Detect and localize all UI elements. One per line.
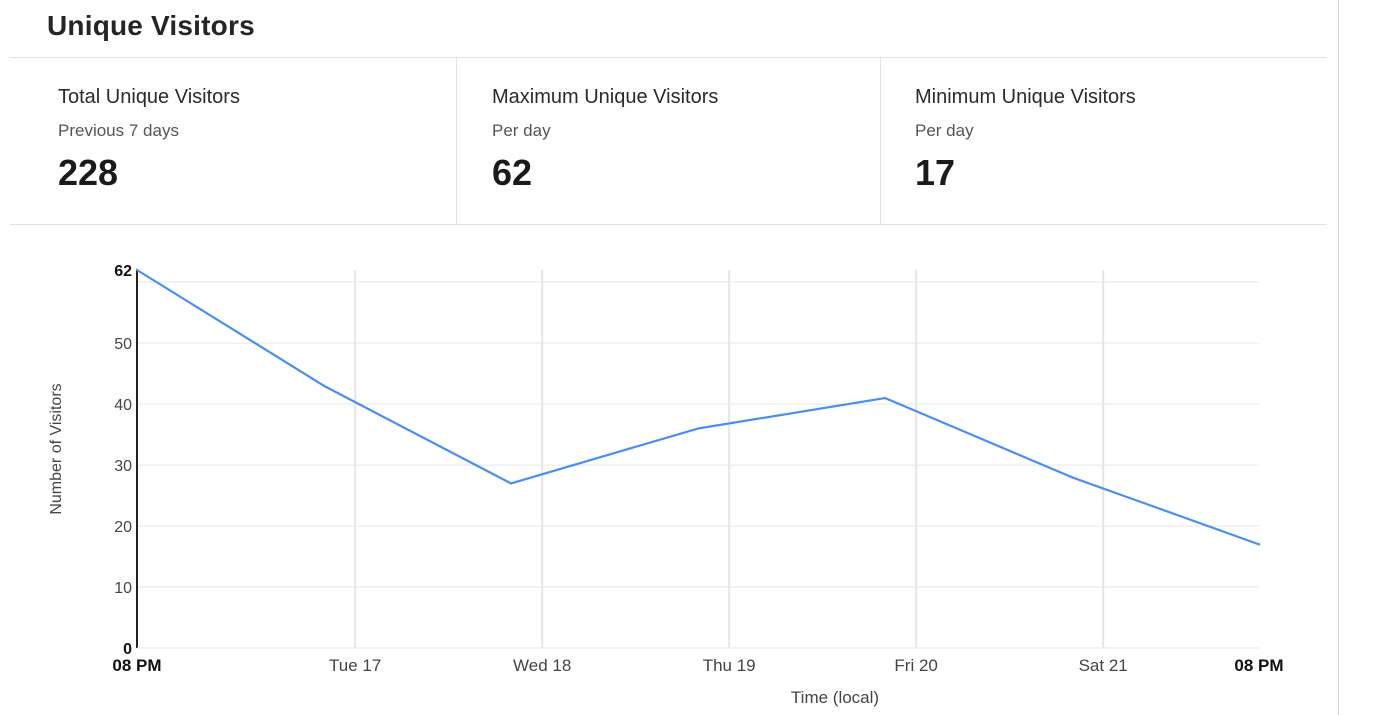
data-point xyxy=(1257,543,1261,546)
y-tick-label: 0 xyxy=(123,641,132,658)
stat-maximum-value: 62 xyxy=(492,152,533,193)
page-title: Unique Visitors xyxy=(47,10,255,41)
stats-row: Total Unique Visitors Previous 7 days 22… xyxy=(10,58,1327,224)
y-axis-title: Number of Visitors xyxy=(48,383,65,514)
y-tick-label: 20 xyxy=(114,519,132,536)
x-tick-label: Sat 21 xyxy=(1079,656,1128,675)
data-point xyxy=(322,384,326,388)
stat-maximum-label: Maximum Unique Visitors xyxy=(492,86,719,108)
x-tick-label: Thu 19 xyxy=(703,656,756,675)
visitors-line-chart: 0 10 20 30 40 50 62 08 PM Tue 17 Wed 18 Thu 19 Fri … xyxy=(48,263,1284,707)
x-axis-title: Time (local) xyxy=(791,688,879,707)
header-divider xyxy=(10,57,1327,58)
stat-total-value: 228 xyxy=(58,152,119,193)
x-tick-label: 08 PM xyxy=(1234,656,1283,675)
x-tick-label: Wed 18 xyxy=(513,656,571,675)
data-point xyxy=(509,482,513,485)
stat-card-total: Total Unique Visitors Previous 7 days 22… xyxy=(10,58,456,224)
y-tick-label: 50 xyxy=(114,336,132,353)
stat-minimum-value: 17 xyxy=(915,152,956,193)
x-tick-label: Fri 20 xyxy=(894,656,937,675)
stat-card-maximum: Maximum Unique Visitors Per day 62 xyxy=(456,58,881,224)
y-tick-label: 62 xyxy=(114,263,132,280)
y-tick-label: 30 xyxy=(114,458,132,475)
stats-divider xyxy=(10,224,1327,225)
y-tick-label: 40 xyxy=(114,397,132,414)
x-tick-label: Tue 17 xyxy=(329,656,381,675)
stat-maximum-sublabel: Per day xyxy=(492,121,551,140)
data-point xyxy=(883,396,887,400)
x-tick-label: 08 PM xyxy=(112,656,161,675)
panel-right-border xyxy=(1338,0,1339,715)
series-line xyxy=(135,268,1261,546)
y-tick-label: 10 xyxy=(114,580,132,597)
data-point xyxy=(135,268,139,272)
data-point xyxy=(1070,476,1074,479)
stat-card-minimum: Minimum Unique Visitors Per day 17 xyxy=(880,58,1328,224)
stat-minimum-sublabel: Per day xyxy=(915,121,974,140)
stat-total-label: Total Unique Visitors xyxy=(58,86,240,108)
stat-total-sublabel: Previous 7 days xyxy=(58,121,179,140)
stat-minimum-label: Minimum Unique Visitors xyxy=(915,86,1136,108)
data-point xyxy=(696,427,700,430)
